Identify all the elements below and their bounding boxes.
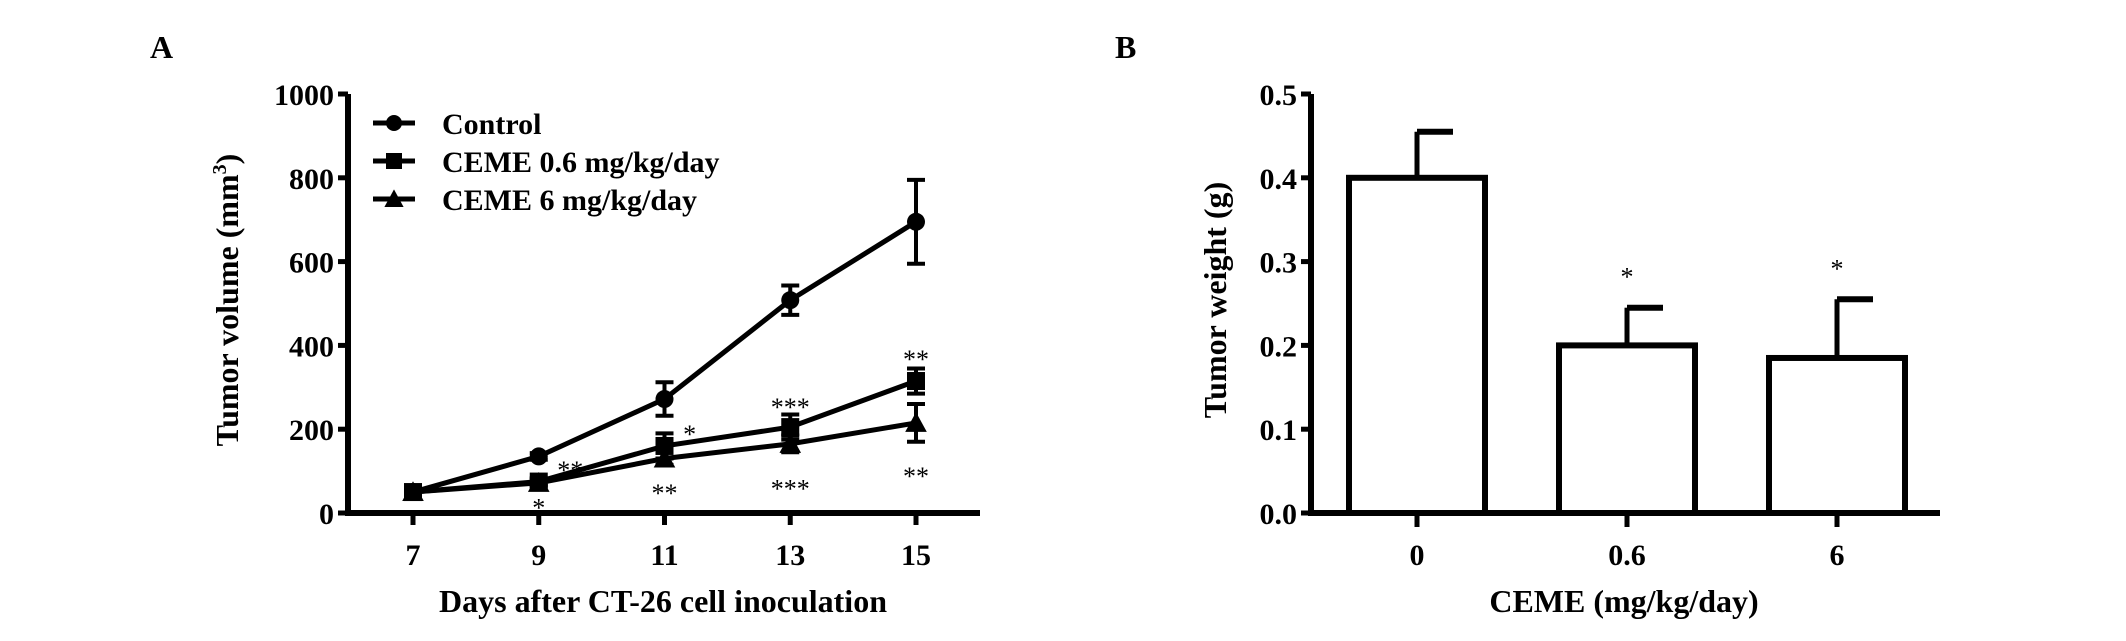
- bar: [1766, 354, 1908, 516]
- bar: [1346, 174, 1488, 517]
- panel-b-y-axis-title: Tumor weight (g): [1197, 182, 1233, 418]
- y-tick-label: 800: [289, 163, 334, 196]
- y-tick-label: 200: [289, 414, 334, 447]
- legend-label: Control: [442, 108, 541, 141]
- data-point: [781, 418, 800, 437]
- data-point: [529, 447, 548, 466]
- x-tick-label: 7: [406, 539, 421, 572]
- data-point: [655, 390, 674, 409]
- y-tick-label: 0: [319, 498, 334, 531]
- y-tick-label: 0.5: [1260, 79, 1298, 112]
- legend-label: CEME 6 mg/kg/day: [442, 184, 697, 217]
- data-point: [527, 472, 550, 492]
- significance-marker: ***: [771, 475, 810, 504]
- y-tick-label: 0.3: [1260, 247, 1298, 280]
- significance-marker: *: [1621, 263, 1634, 292]
- y-tick-label: 400: [289, 330, 334, 363]
- x-tick-label: 0: [1410, 539, 1425, 572]
- panel-b-chart: 0.0 0.1 0.2 0.3 0.4 0.5 0 0.6 * 6 *: [1260, 79, 1940, 572]
- panel-b-x-axis-title: CEME (mg/kg/day): [1489, 583, 1758, 619]
- y-tick-label: 1000: [274, 79, 334, 112]
- panel-a-x-axis-title: Days after CT-26 cell inoculation: [439, 583, 887, 619]
- data-point: [653, 447, 676, 468]
- x-tick-label: 13: [775, 539, 805, 572]
- y-tick-label: 600: [289, 247, 334, 280]
- panel-b-label: B: [1115, 29, 1136, 65]
- x-tick-label: 0.6: [1608, 539, 1646, 572]
- significance-marker: *: [1831, 254, 1844, 283]
- significance-marker: *: [683, 420, 696, 449]
- legend-marker-circle: [386, 115, 402, 131]
- x-tick-label: 15: [901, 539, 931, 572]
- legend-marker-square: [386, 153, 402, 169]
- significance-marker: *: [532, 494, 545, 523]
- significance-marker: **: [903, 345, 929, 374]
- significance-marker: ***: [771, 393, 810, 422]
- data-point: [905, 412, 927, 432]
- y-tick-label: 0.0: [1260, 498, 1298, 531]
- panel-a-label: A: [150, 29, 173, 65]
- data-point: [907, 212, 925, 231]
- significance-marker: **: [557, 456, 583, 485]
- significance-marker: **: [903, 462, 929, 491]
- x-tick-label: 11: [650, 539, 678, 572]
- panel-a-y-axis-title: Tumor volume (mm3): [209, 154, 245, 447]
- y-tick-label: 0.1: [1260, 414, 1298, 447]
- x-tick-label: 9: [531, 539, 546, 572]
- data-point: [781, 291, 800, 310]
- y-tick-label: 0.2: [1260, 330, 1298, 363]
- significance-marker: **: [652, 479, 678, 508]
- legend-label: CEME 0.6 mg/kg/day: [442, 146, 720, 179]
- bar: [1556, 342, 1698, 516]
- y-tick-label: 0.4: [1260, 163, 1298, 196]
- data-point: [402, 481, 424, 502]
- panel-a-chart: 0 200 400 600 800 1000 7 9 11 13 15 Control CEME 0.6…: [274, 79, 980, 572]
- data-point: [779, 433, 802, 453]
- x-tick-label: 6: [1830, 539, 1845, 572]
- data-point: [907, 372, 925, 391]
- legend-marker-triangle: [384, 189, 404, 207]
